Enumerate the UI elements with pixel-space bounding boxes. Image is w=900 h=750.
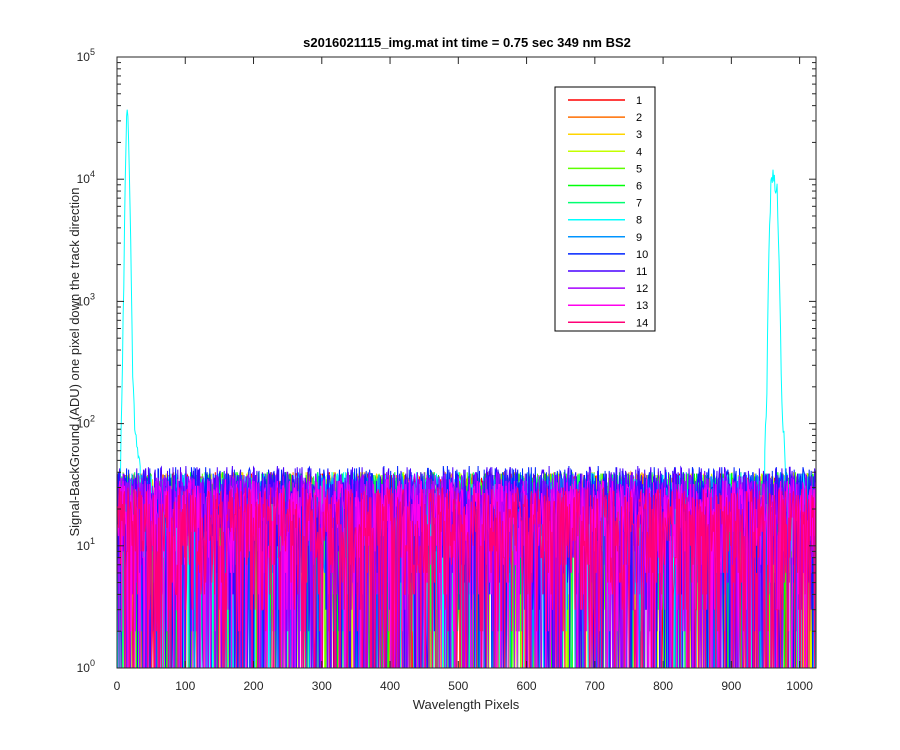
y-axis-label: Signal-BackGround (ADU) one pixel down t… — [67, 187, 82, 536]
legend-label-10: 10 — [636, 249, 648, 261]
legend-label-5: 5 — [636, 163, 642, 175]
x-tick-label: 100 — [175, 679, 195, 693]
legend-label-8: 8 — [636, 215, 642, 227]
legend-label-11: 11 — [636, 266, 647, 278]
x-tick-label: 600 — [517, 679, 537, 693]
series-line-14 — [117, 487, 816, 668]
legend-label-9: 9 — [636, 232, 642, 244]
y-tick-label: 100 — [77, 658, 95, 675]
x-tick-label: 500 — [448, 679, 468, 693]
x-tick-label: 300 — [312, 679, 332, 693]
y-tick-label: 105 — [77, 47, 95, 64]
x-tick-label: 200 — [244, 679, 264, 693]
x-tick-label: 1000 — [786, 679, 813, 693]
chart-title: s2016021115_img.mat int time = 0.75 sec … — [303, 35, 631, 50]
x-tick-label: 700 — [585, 679, 605, 693]
legend-box — [554, 86, 656, 332]
plot-area-frame — [116, 56, 817, 669]
x-axis-label: Wavelength Pixels — [413, 697, 520, 712]
x-tick-label: 0 — [114, 679, 121, 693]
legend-label-6: 6 — [636, 181, 642, 193]
legend-label-1: 1 — [636, 95, 642, 107]
x-tick-label: 900 — [721, 679, 741, 693]
legend-label-4: 4 — [636, 146, 642, 158]
y-tick-label: 101 — [77, 536, 95, 553]
x-axis: 0 100 200 300 400 500 600 700 800 900 1000 — [114, 57, 813, 693]
series-layer — [117, 109, 816, 668]
x-tick-label: 800 — [653, 679, 673, 693]
legend-label-2: 2 — [636, 112, 642, 124]
y-tick-label: 102 — [77, 414, 95, 431]
y-tick-label: 104 — [77, 169, 95, 186]
legend-label-3: 3 — [636, 129, 642, 141]
legend-label-7: 7 — [636, 198, 642, 210]
y-tick-label: 103 — [77, 291, 95, 308]
x-tick-label: 400 — [380, 679, 400, 693]
legend-label-13: 13 — [636, 300, 648, 312]
legend-label-12: 12 — [636, 283, 648, 295]
legend-label-14: 14 — [636, 317, 648, 329]
